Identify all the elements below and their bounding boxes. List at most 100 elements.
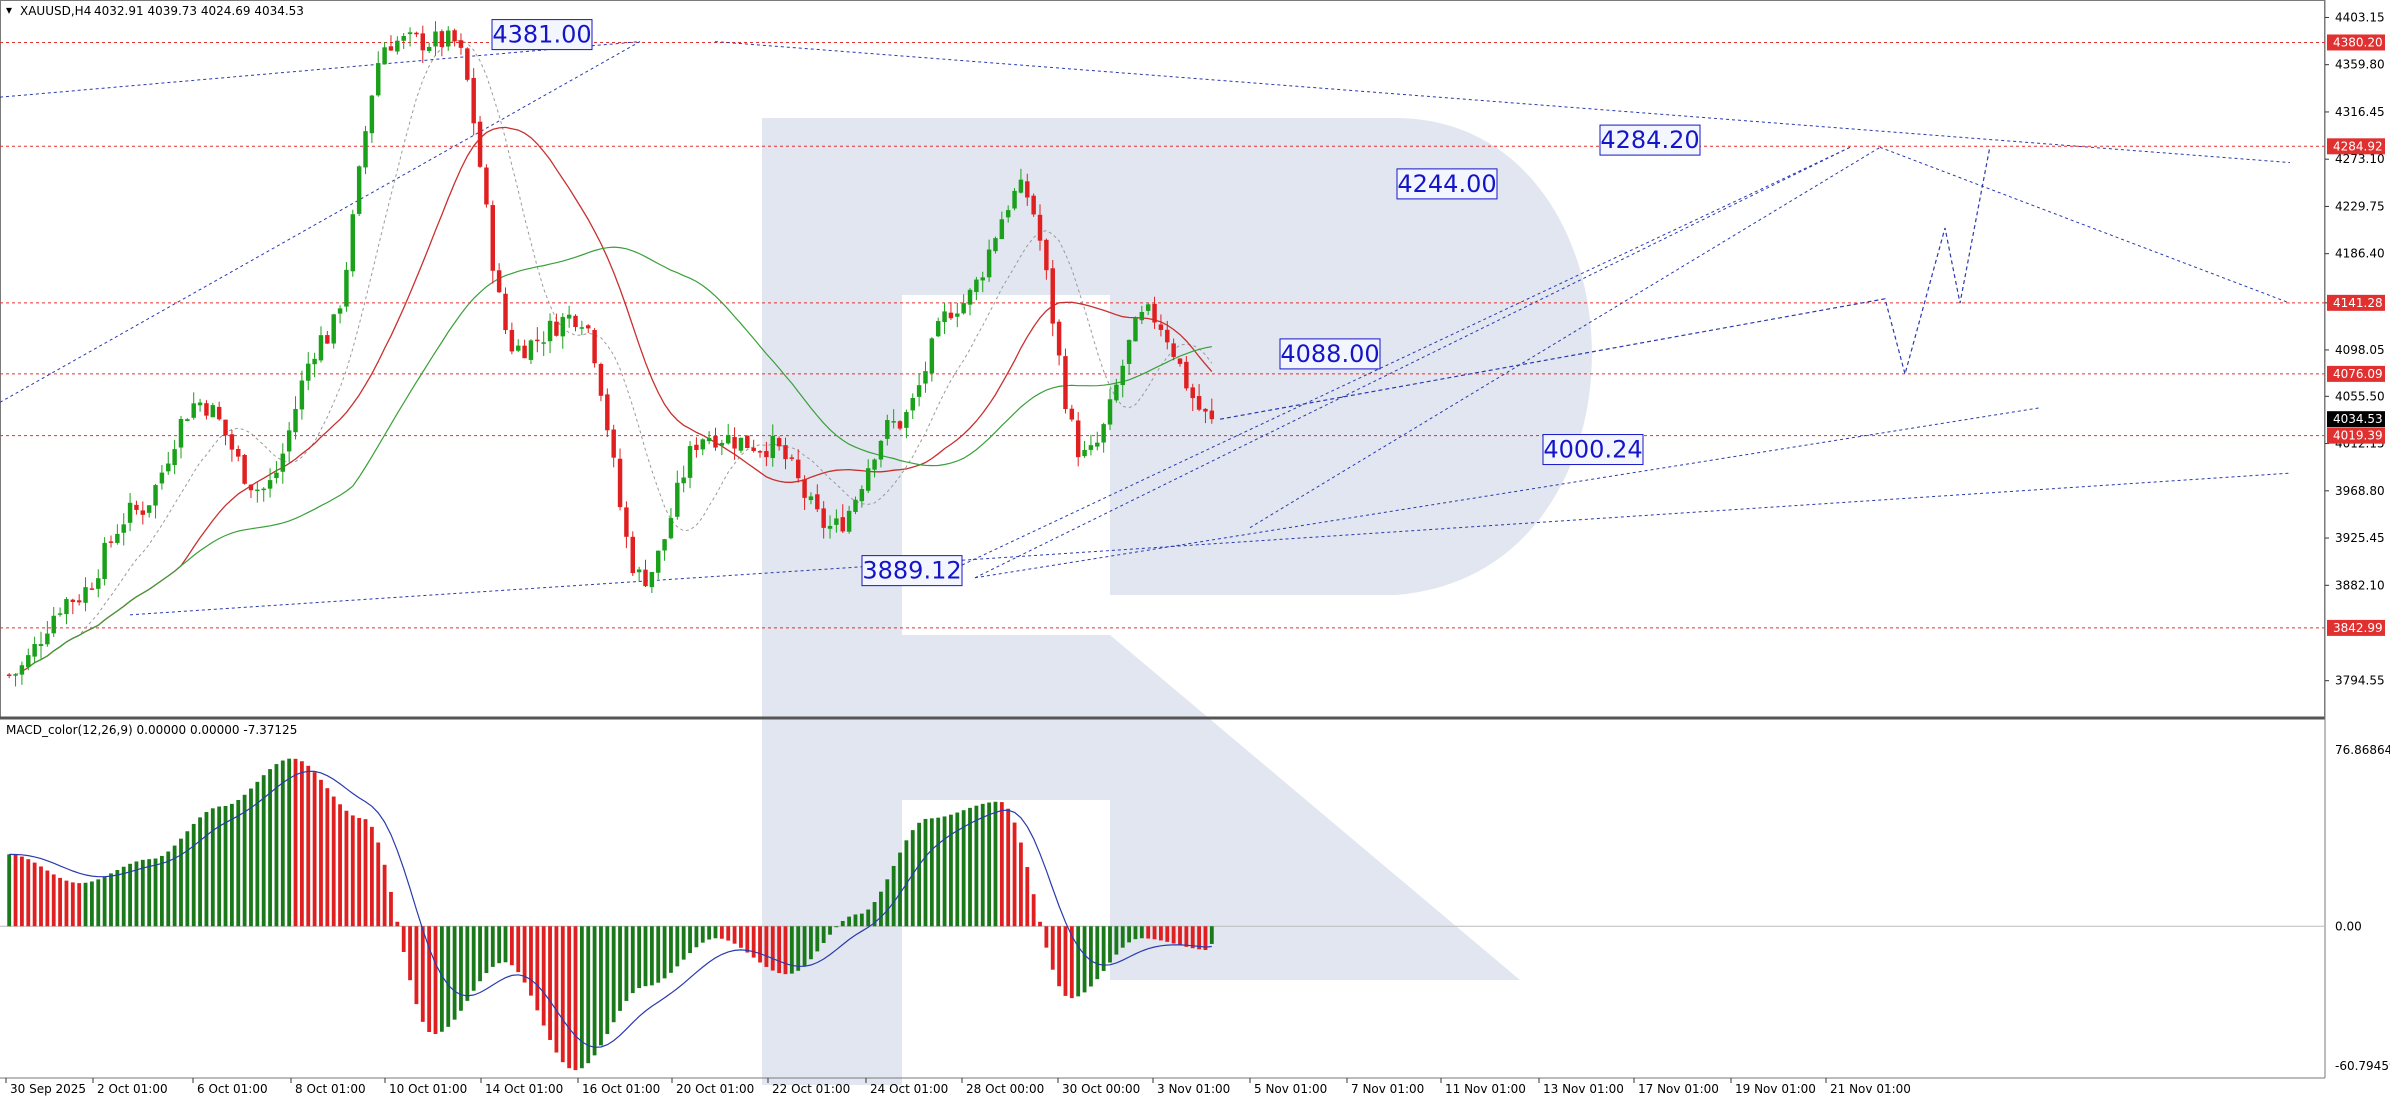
candle-body [1025, 181, 1030, 198]
macd-bar [242, 794, 247, 927]
candle-body [1171, 343, 1176, 357]
macd-bar [217, 806, 222, 927]
annotation-label: 4284.20 [1600, 126, 1699, 154]
candle-body [64, 599, 69, 615]
macd-bar [993, 801, 998, 927]
macd-bar [331, 796, 336, 927]
macd-bar [891, 865, 896, 927]
annotation-label: 3889.12 [862, 557, 961, 585]
macd-bar [198, 817, 202, 927]
macd-bar [1139, 926, 1144, 939]
candle-body [369, 95, 375, 134]
candle-body [306, 363, 311, 381]
candle-body [420, 33, 426, 51]
macd-bar [1152, 926, 1157, 940]
price-annotations: 4381.00 4284.20 4244.00 4088.00 4000.24 3889.… [491, 19, 1701, 587]
macd-signal-line [9, 770, 1212, 1048]
candle-body [560, 316, 566, 337]
candle-body [1145, 304, 1151, 311]
time-tick-label: 16 Oct 01:00 [582, 1082, 660, 1096]
macd-bar [83, 882, 88, 927]
candle-body [134, 504, 139, 510]
macd-bar [32, 862, 37, 927]
candle-body [719, 442, 725, 446]
candle-body [1044, 239, 1049, 271]
candle-body [433, 31, 438, 47]
candle-body [121, 524, 126, 533]
macd-bar [1108, 926, 1112, 963]
macd-bar [567, 926, 572, 1069]
time-tick-label: 7 Nov 01:00 [1351, 1082, 1424, 1096]
candle-body [624, 507, 629, 537]
price-tick-label: 4186.40 [2335, 247, 2385, 261]
macd-bar [287, 758, 292, 927]
macd-bar [261, 775, 266, 927]
candle-body [6, 674, 12, 676]
macd-bar [1209, 926, 1214, 944]
ma-mid-line [21, 126, 1213, 673]
time-tick-label: 21 Nov 01:00 [1830, 1082, 1911, 1096]
candle-body [643, 569, 648, 587]
macd-bar [758, 926, 762, 963]
current-price-label: 4034.53 [2333, 412, 2383, 426]
macd-bar [204, 812, 209, 927]
macd-bar [223, 806, 228, 927]
macd-bar [605, 926, 610, 1035]
time-tick-label: 11 Nov 01:00 [1445, 1082, 1526, 1096]
macd-bar [420, 926, 425, 1022]
macd-bar [51, 874, 56, 927]
macd-bar [369, 826, 374, 927]
price-tick-label: 3925.45 [2335, 531, 2385, 545]
candle-body [1031, 195, 1036, 215]
macd-bar [1203, 926, 1208, 950]
macd-bar [936, 817, 941, 927]
candle-body [573, 315, 578, 328]
candle-body [350, 214, 356, 272]
candle-body [337, 308, 343, 314]
macd-bar [280, 760, 285, 927]
macd-bar [109, 873, 113, 927]
time-tick-label: 14 Oct 01:00 [485, 1082, 563, 1096]
macd-bar [268, 769, 272, 927]
macd-bar [306, 765, 311, 927]
annotation-box [861, 555, 963, 587]
candle-body [770, 435, 775, 459]
macd-bar [1114, 926, 1119, 955]
candle-body [605, 394, 610, 431]
candle-body [878, 440, 884, 460]
candle-body [465, 48, 470, 80]
macd-bar [1082, 926, 1087, 993]
candle-body [948, 312, 954, 319]
macd-bar [745, 926, 750, 953]
candle-body [904, 412, 909, 428]
candle-body [700, 439, 705, 450]
candle-body [89, 588, 95, 590]
macd-bar [338, 804, 342, 927]
candle-body [885, 420, 890, 439]
candle-body [1120, 365, 1125, 386]
annotation-label: 4381.00 [492, 21, 591, 49]
macd-bar [783, 926, 788, 975]
symbol-arrow-icon[interactable]: ▾ [6, 3, 12, 17]
level-price-label: 4076.09 [2333, 367, 2383, 381]
macd-tick-label: 76.86864 [2335, 743, 2390, 757]
macd-bar [89, 881, 94, 927]
macd-tick-label: 0.00 [2335, 919, 2362, 933]
candle-body [1184, 361, 1189, 389]
macd-bar [357, 817, 362, 927]
candle-body [13, 674, 18, 676]
macd-bar [987, 802, 992, 927]
macd-bar [535, 926, 540, 1011]
candle-body [795, 459, 801, 479]
macd-bar [121, 866, 126, 927]
candle-body [872, 459, 877, 470]
candle-body [1082, 449, 1087, 457]
candle-body [853, 499, 858, 512]
macd-bar [516, 926, 521, 973]
macd-bar [669, 926, 673, 973]
macd-axis: 76.86864 0.00 -60.79459 [2335, 743, 2390, 1073]
macd-bar [13, 854, 18, 927]
macd-bar [522, 926, 527, 983]
level-price-tag [2327, 138, 2385, 155]
macd-bar [796, 926, 801, 971]
